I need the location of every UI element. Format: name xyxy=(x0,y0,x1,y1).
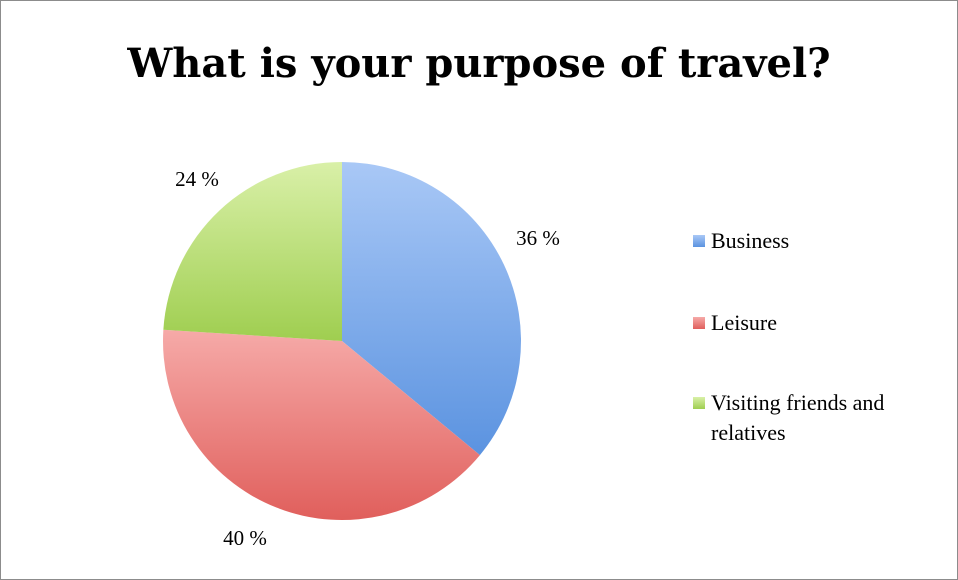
legend: Business Leisure Visiting friends and re… xyxy=(693,226,953,448)
pie-label-business: 36 % xyxy=(516,226,560,250)
legend-label-business: Business xyxy=(711,228,790,253)
legend-swatch-business xyxy=(693,235,705,247)
pie-label-leisure: 40 % xyxy=(223,526,267,550)
pie-slice-business xyxy=(342,162,521,456)
legend-swatch-leisure xyxy=(693,317,705,329)
legend-label-leisure: Leisure xyxy=(711,310,777,335)
chart-title: What is your purpose of travel? xyxy=(127,40,831,87)
legend-item-business: Business xyxy=(693,226,953,256)
legend-item-visiting: Visiting friends and relatives xyxy=(693,388,953,448)
legend-label-visiting: Visiting friends and relatives xyxy=(711,390,885,445)
pie-slice-visiting xyxy=(163,162,342,341)
legend-item-leisure: Leisure xyxy=(693,308,953,338)
legend-swatch-visiting xyxy=(693,397,705,409)
pie-slice-leisure xyxy=(162,329,480,520)
pie-label-visiting: 24 % xyxy=(175,167,219,191)
